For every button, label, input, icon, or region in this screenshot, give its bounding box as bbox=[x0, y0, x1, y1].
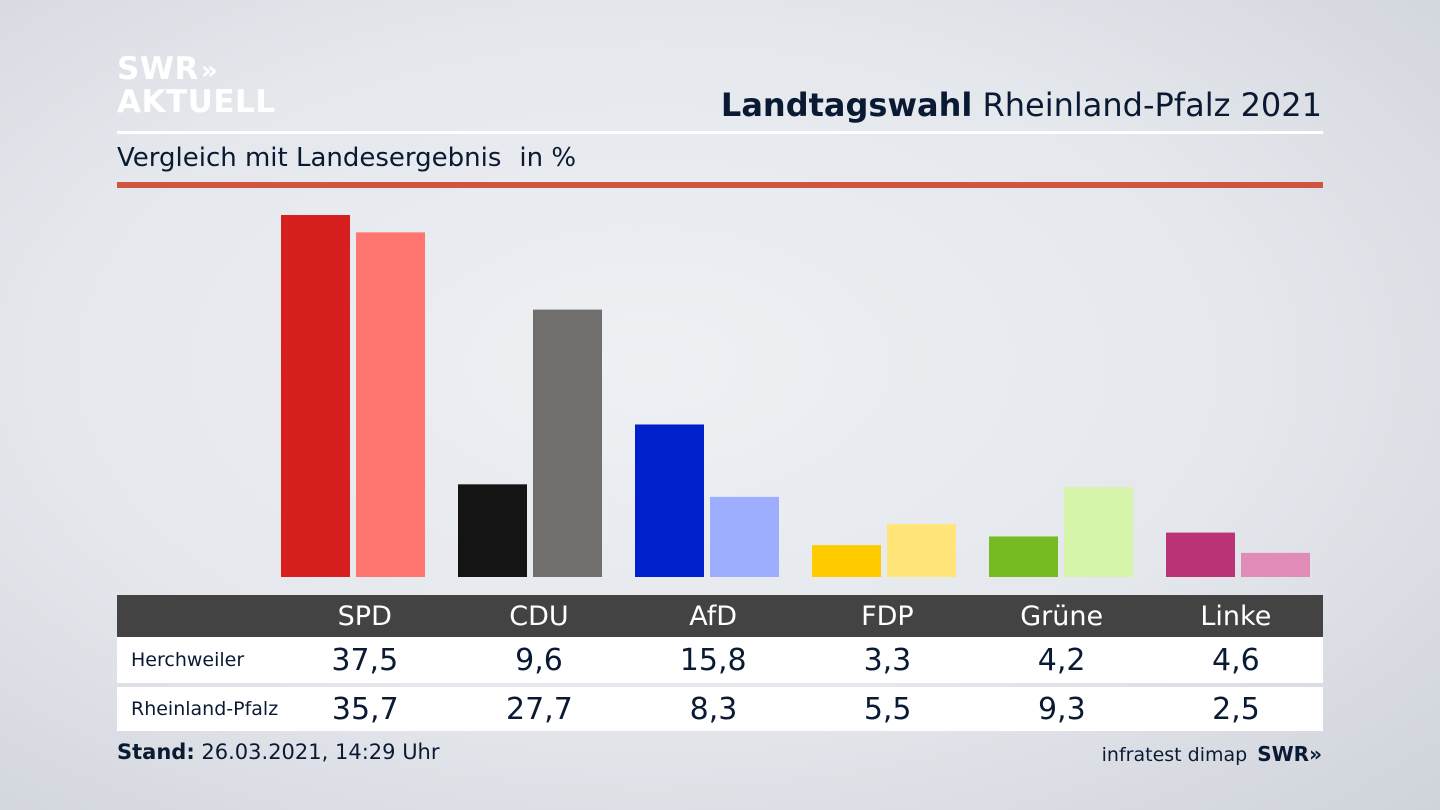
chart-subtitle: Vergleich mit Landesergebnis in % bbox=[117, 143, 576, 173]
column-header-fdp: FDP bbox=[861, 600, 914, 632]
logo-line2: AKTUELL bbox=[117, 84, 276, 120]
table-cell: 3,3 bbox=[863, 642, 912, 678]
bar-spd-rheinland-pfalz bbox=[356, 232, 425, 577]
stand-value: 26.03.2021, 14:29 Uhr bbox=[201, 740, 440, 764]
title-rest: Rheinland-Pfalz 2021 bbox=[982, 86, 1322, 124]
table-cell: 4,6 bbox=[1212, 642, 1260, 678]
table-cell: 37,5 bbox=[331, 642, 399, 678]
table-cell: 5,5 bbox=[863, 691, 912, 727]
bar-linke-herchweiler bbox=[1166, 532, 1235, 577]
table-cell: 2,5 bbox=[1212, 691, 1260, 727]
table-cell: 15,8 bbox=[679, 642, 747, 678]
table-cell: 9,6 bbox=[515, 642, 563, 678]
swr-aktuell-logo: SWR» AKTUELL bbox=[117, 54, 276, 118]
table-cell: 27,7 bbox=[506, 691, 573, 727]
bar-fdp-rheinland-pfalz bbox=[887, 523, 956, 577]
logo-line1: SWR bbox=[117, 51, 199, 87]
bar-gr-ne-herchweiler bbox=[989, 536, 1058, 577]
swr-small-logo: SWR» bbox=[1257, 742, 1322, 766]
bar-cdu-herchweiler bbox=[458, 484, 527, 577]
bar-gr-ne-rheinland-pfalz bbox=[1064, 487, 1133, 577]
column-header-spd: SPD bbox=[337, 600, 392, 632]
table-cell: 9,3 bbox=[1037, 691, 1086, 727]
bar-fdp-herchweiler bbox=[812, 545, 881, 577]
table-header: SPD CDU AfD FDP Grüne Linke bbox=[117, 595, 1323, 637]
row-label-rheinland-pfalz: Rheinland-Pfalz bbox=[131, 698, 279, 720]
results-table: SPD CDU AfD FDP Grüne Linke Herchweiler 37,5 9… bbox=[117, 595, 1323, 731]
header-divider bbox=[117, 131, 1323, 134]
table-cell: 8,3 bbox=[689, 691, 738, 727]
unit-label: in % bbox=[519, 143, 577, 173]
bar-cdu-rheinland-pfalz bbox=[533, 309, 602, 577]
row-label-herchweiler: Herchweiler bbox=[131, 649, 245, 671]
page-title: Landtagswahl Rheinland-Pfalz 2021 bbox=[721, 86, 1322, 124]
title-bold: Landtagswahl bbox=[720, 86, 973, 124]
column-header-gr-ne: Grüne bbox=[1020, 600, 1104, 632]
timestamp: Stand: 26.03.2021, 14:29 Uhr bbox=[117, 740, 440, 764]
table-cell: 4,2 bbox=[1037, 642, 1086, 678]
bar-afd-rheinland-pfalz bbox=[710, 496, 779, 577]
subtitle-text: Vergleich mit Landesergebnis bbox=[117, 143, 502, 173]
stand-label: Stand: bbox=[117, 740, 195, 764]
source-name: infratest dimap bbox=[1101, 744, 1248, 766]
column-header-afd: AfD bbox=[689, 600, 738, 632]
bar-linke-rheinland-pfalz bbox=[1241, 552, 1310, 577]
table-row-herchweiler: Herchweiler 37,5 9,6 15,8 3,3 4,2 4,6 bbox=[117, 637, 1323, 683]
table-row-rheinland-pfalz: Rheinland-Pfalz 35,7 27,7 8,3 5,5 9,3 2,5 bbox=[117, 687, 1323, 731]
source-credit: infratest dimap SWR» bbox=[1102, 742, 1322, 766]
table-cell: 35,7 bbox=[331, 691, 399, 727]
subtitle-divider bbox=[117, 182, 1323, 188]
column-header-cdu: CDU bbox=[509, 600, 569, 632]
bar-afd-herchweiler bbox=[635, 424, 704, 577]
bar-spd-herchweiler bbox=[281, 215, 350, 577]
column-header-linke: Linke bbox=[1200, 600, 1272, 632]
bar-chart bbox=[281, 215, 1310, 577]
